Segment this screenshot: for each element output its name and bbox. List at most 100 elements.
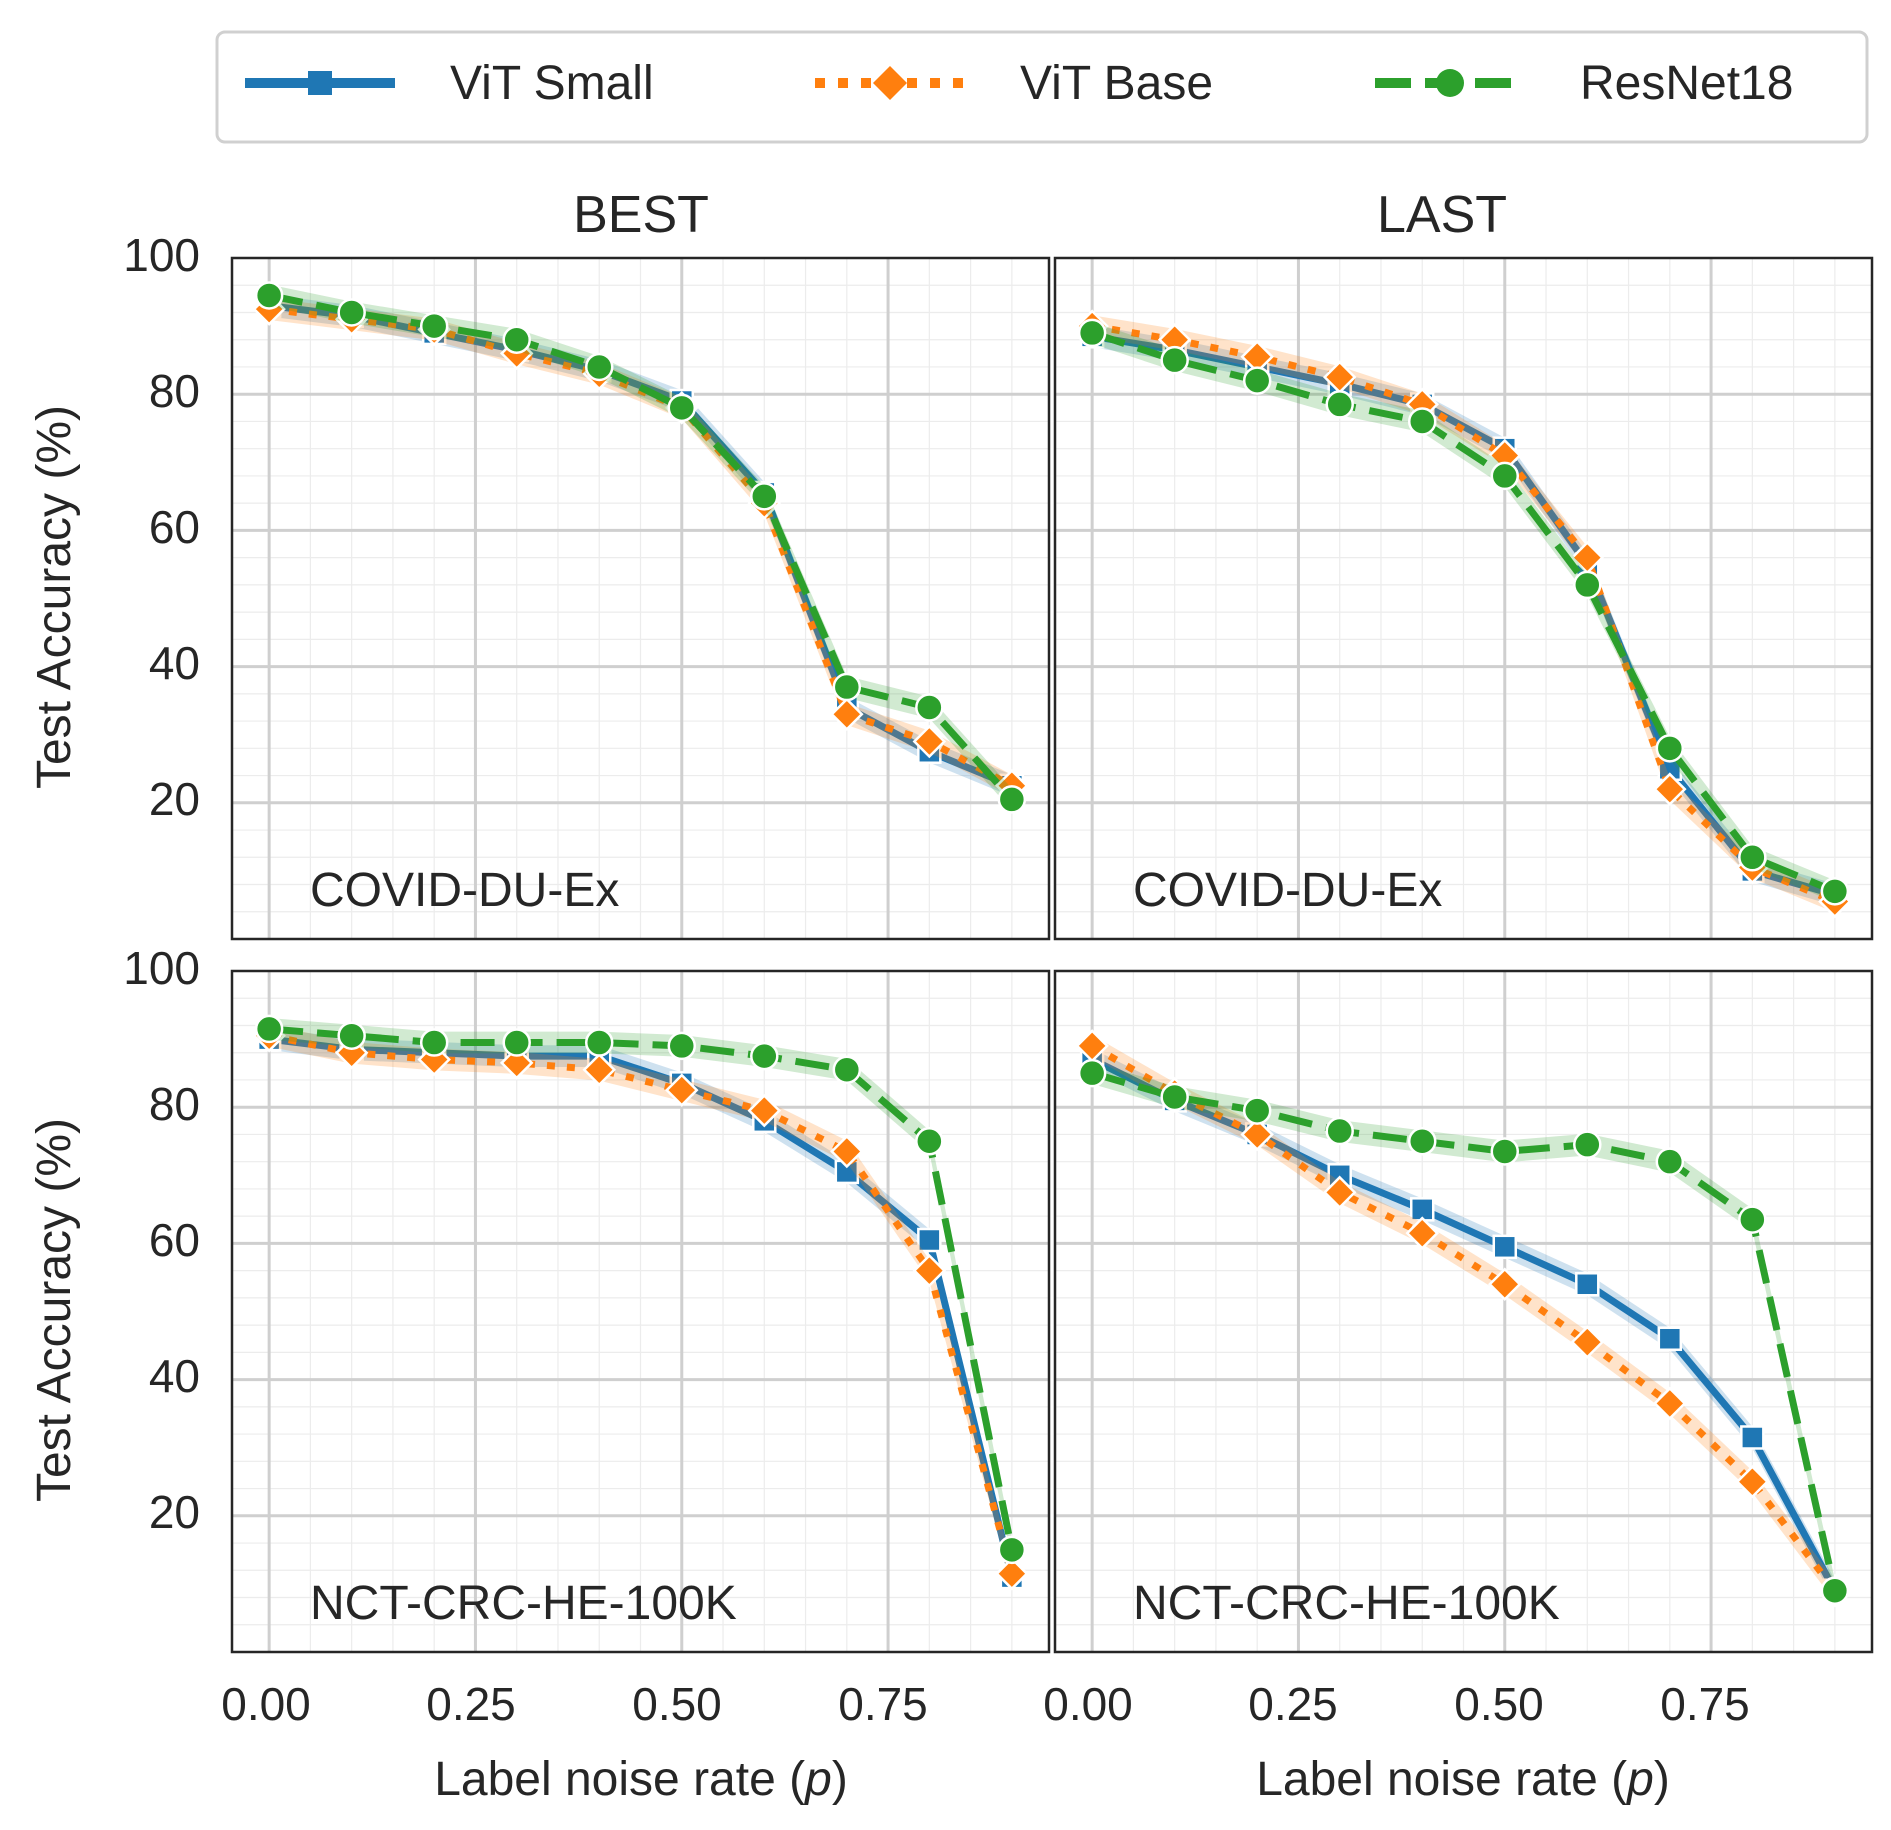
data-point-vit-base xyxy=(499,1046,534,1080)
data-point-resnet18 xyxy=(1242,366,1272,395)
panel-last-covid: COVID-DU-Ex xyxy=(1053,256,1874,941)
legend-marker-resnet18 xyxy=(1436,69,1464,97)
series-line-vit-base xyxy=(1091,322,1837,905)
data-point-resnet18 xyxy=(254,281,284,310)
x-tick-label: 0.75 xyxy=(838,1678,928,1730)
data-point-resnet18 xyxy=(1738,1205,1767,1234)
legend-marker-vit-base xyxy=(873,66,907,100)
data-point-vit-base xyxy=(1405,1216,1440,1250)
legend-entry-vit-small: ViT Small xyxy=(245,57,654,110)
data-point-resnet18 xyxy=(997,785,1027,814)
data-point-vit-base xyxy=(1240,1117,1274,1152)
y-tick-label: 80 xyxy=(149,1078,200,1130)
series-line-resnet18 xyxy=(268,292,1015,802)
data-point-resnet18 xyxy=(1738,843,1767,872)
data-point-vit-base xyxy=(1653,772,1687,806)
grid xyxy=(1055,970,1872,1653)
y-tick-labels-top: 100 80 60 40 20 xyxy=(123,229,200,825)
x-axis-label-right: Label noise rate (p) xyxy=(1256,1753,1670,1806)
dataset-annotation: COVID-DU-Ex xyxy=(1133,864,1442,917)
data-point-vit-small xyxy=(1740,1425,1765,1450)
y-tick-labels-bottom: 100 80 60 40 20 xyxy=(123,942,200,1538)
data-point-resnet18 xyxy=(1490,1137,1520,1166)
data-point-vit-base xyxy=(582,1052,617,1087)
x-tick-label: 0.50 xyxy=(632,1678,722,1730)
y-tick-label: 60 xyxy=(149,501,200,553)
data-point-resnet18 xyxy=(502,1028,531,1057)
data-point-resnet18 xyxy=(1325,390,1354,419)
plot-frame xyxy=(230,969,1051,1654)
x-axis-label-end: ) xyxy=(1654,1753,1670,1806)
legend-label-vit-base: ViT Base xyxy=(1020,57,1213,110)
legend-label-vit-small: ViT Small xyxy=(450,57,654,110)
data-point-resnet18 xyxy=(750,482,779,511)
data-point-vit-base xyxy=(830,697,864,732)
dataset-annotation: NCT-CRC-HE-100K xyxy=(310,1577,737,1630)
data-point-resnet18 xyxy=(419,311,449,341)
plot-frame xyxy=(1053,969,1874,1654)
x-axis-label-end: ) xyxy=(832,1753,848,1806)
series-line-resnet18 xyxy=(268,1025,1016,1551)
data-point-resnet18 xyxy=(502,325,531,354)
x-tick-label: 0.00 xyxy=(1043,1678,1133,1730)
x-tick-label: 0.25 xyxy=(1248,1678,1338,1730)
series-resnet18 xyxy=(1077,318,1850,906)
x-axis-label-text: Label noise rate ( xyxy=(434,1753,805,1806)
data-point-resnet18 xyxy=(337,1021,366,1050)
x-axis-label-var: p xyxy=(1625,1753,1654,1806)
data-point-resnet18 xyxy=(419,1028,449,1057)
legend-label-resnet18: ResNet18 xyxy=(1580,57,1793,110)
data-point-resnet18 xyxy=(1242,1096,1272,1125)
data-point-vit-base xyxy=(830,1134,864,1169)
x-tick-labels-right: 0.00 0.25 0.50 0.75 xyxy=(1043,1678,1750,1730)
series-line-vit-base xyxy=(268,1032,1016,1575)
confidence-band-vit-small xyxy=(269,1028,1012,1588)
x-axis-label-text: Label noise rate ( xyxy=(1256,1753,1627,1806)
data-point-resnet18 xyxy=(1077,318,1107,348)
legend: ViT Small ViT Base ResNet18 xyxy=(215,30,1869,144)
data-point-vit-base xyxy=(1653,1386,1687,1421)
data-point-resnet18 xyxy=(832,672,862,702)
data-point-resnet18 xyxy=(1655,1147,1685,1176)
dataset-annotation: NCT-CRC-HE-100K xyxy=(1133,1577,1560,1630)
data-point-vit-base xyxy=(1570,1325,1605,1359)
y-axis-label-top: Test Accuracy (%) xyxy=(28,405,81,789)
series-line-resnet18 xyxy=(1091,1069,1839,1592)
plot-frame xyxy=(230,256,1051,941)
y-tick-label: 20 xyxy=(149,1486,200,1538)
data-point-resnet18 xyxy=(1407,1127,1437,1156)
data-point-resnet18 xyxy=(1573,1130,1602,1159)
y-tick-label: 100 xyxy=(123,942,200,994)
series-line-vit-base xyxy=(1090,1042,1838,1593)
y-tick-label: 40 xyxy=(149,1350,200,1402)
dataset-annotation: COVID-DU-Ex xyxy=(310,864,619,917)
data-point-resnet18 xyxy=(337,298,366,327)
data-point-resnet18 xyxy=(915,1127,944,1156)
data-point-resnet18 xyxy=(667,393,697,423)
data-point-resnet18 xyxy=(1077,1058,1107,1088)
data-point-resnet18 xyxy=(1655,734,1685,763)
data-point-resnet18 xyxy=(1160,1082,1189,1112)
data-point-resnet18 xyxy=(750,1041,779,1071)
data-point-vit-base xyxy=(912,724,947,759)
data-point-resnet18 xyxy=(254,1014,284,1044)
series-line-resnet18 xyxy=(1091,329,1837,895)
data-point-vit-base xyxy=(995,1556,1029,1591)
x-tick-label: 0.25 xyxy=(426,1678,516,1730)
data-point-vit-small xyxy=(1657,1326,1683,1351)
y-tick-label: 40 xyxy=(149,637,200,689)
confidence-band-resnet18 xyxy=(1092,322,1835,903)
y-tick-label: 20 xyxy=(149,773,200,825)
legend-box xyxy=(215,30,1869,144)
plot-frame xyxy=(1053,256,1874,941)
data-point-resnet18 xyxy=(584,352,614,382)
data-point-resnet18 xyxy=(667,1031,697,1061)
x-tick-label: 0.00 xyxy=(221,1678,311,1730)
y-tick-label: 100 xyxy=(123,229,200,281)
series-resnet18 xyxy=(254,281,1027,814)
data-point-resnet18 xyxy=(1820,877,1850,906)
data-point-vit-base xyxy=(1322,1175,1357,1210)
data-point-vit-base xyxy=(912,1253,947,1288)
column-title-last: LAST xyxy=(1377,186,1507,244)
x-axis-label-var: p xyxy=(803,1753,832,1806)
